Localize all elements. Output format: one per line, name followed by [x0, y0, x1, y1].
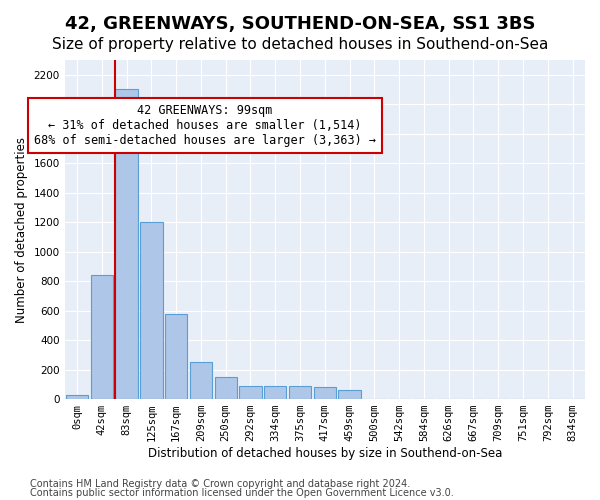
Bar — [289, 386, 311, 399]
Text: Contains public sector information licensed under the Open Government Licence v3: Contains public sector information licen… — [30, 488, 454, 498]
Bar — [140, 222, 163, 399]
Bar — [66, 394, 88, 399]
Bar — [264, 386, 286, 399]
Bar — [338, 390, 361, 399]
Bar — [239, 386, 262, 399]
Bar — [115, 90, 138, 399]
Text: 42, GREENWAYS, SOUTHEND-ON-SEA, SS1 3BS: 42, GREENWAYS, SOUTHEND-ON-SEA, SS1 3BS — [65, 15, 535, 33]
Y-axis label: Number of detached properties: Number of detached properties — [15, 136, 28, 322]
Text: Size of property relative to detached houses in Southend-on-Sea: Size of property relative to detached ho… — [52, 38, 548, 52]
Text: Contains HM Land Registry data © Crown copyright and database right 2024.: Contains HM Land Registry data © Crown c… — [30, 479, 410, 489]
Bar — [215, 377, 237, 399]
X-axis label: Distribution of detached houses by size in Southend-on-Sea: Distribution of detached houses by size … — [148, 447, 502, 460]
Bar — [190, 362, 212, 399]
Bar — [91, 275, 113, 399]
Bar — [165, 314, 187, 399]
Text: 42 GREENWAYS: 99sqm
← 31% of detached houses are smaller (1,514)
68% of semi-det: 42 GREENWAYS: 99sqm ← 31% of detached ho… — [34, 104, 376, 147]
Bar — [314, 388, 336, 399]
